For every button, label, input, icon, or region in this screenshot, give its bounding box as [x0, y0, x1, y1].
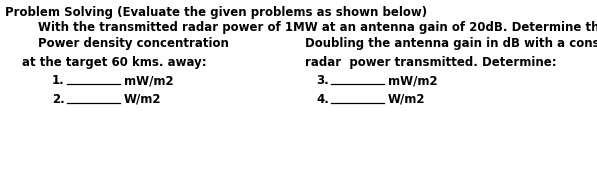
Text: 4.: 4.: [316, 93, 329, 106]
Text: Problem Solving (Evaluate the given problems as shown below): Problem Solving (Evaluate the given prob…: [5, 6, 427, 19]
Text: W/m2: W/m2: [124, 93, 162, 106]
Text: W/m2: W/m2: [388, 93, 426, 106]
Text: Power density concentration: Power density concentration: [38, 37, 229, 50]
Text: mW/m2: mW/m2: [124, 74, 174, 87]
Text: at the target 60 kms. away:: at the target 60 kms. away:: [22, 56, 207, 69]
Text: 2.: 2.: [52, 93, 64, 106]
Text: Doubling the antenna gain in dB with a constant: Doubling the antenna gain in dB with a c…: [305, 37, 597, 50]
Text: With the transmitted radar power of 1MW at an antenna gain of 20dB. Determine th: With the transmitted radar power of 1MW …: [38, 21, 597, 34]
Text: 3.: 3.: [316, 74, 329, 87]
Text: mW/m2: mW/m2: [388, 74, 438, 87]
Text: 1.: 1.: [52, 74, 64, 87]
Text: radar  power transmitted. Determine:: radar power transmitted. Determine:: [305, 56, 556, 69]
